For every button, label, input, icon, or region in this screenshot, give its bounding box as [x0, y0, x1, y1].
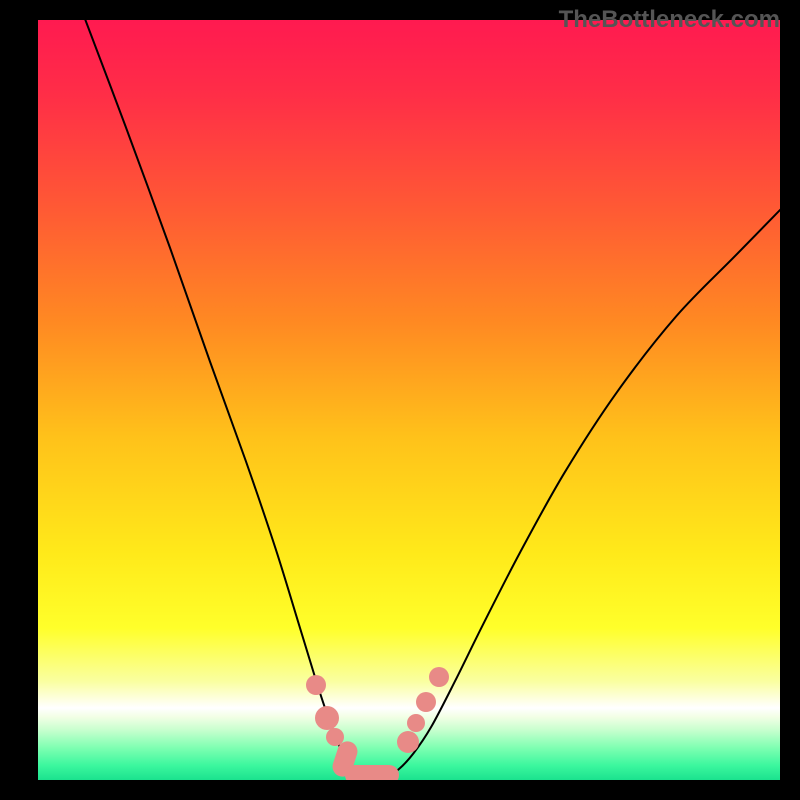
marker-layer [38, 20, 780, 780]
data-point [407, 714, 425, 732]
chart-container: TheBottleneck.com [0, 0, 800, 800]
data-point-pill [345, 765, 399, 780]
watermark-text: TheBottleneck.com [559, 6, 780, 34]
data-point [306, 675, 326, 695]
data-point [416, 692, 436, 712]
data-point [429, 667, 449, 687]
data-point [315, 706, 339, 730]
plot-area [38, 20, 780, 780]
data-point [397, 731, 419, 753]
